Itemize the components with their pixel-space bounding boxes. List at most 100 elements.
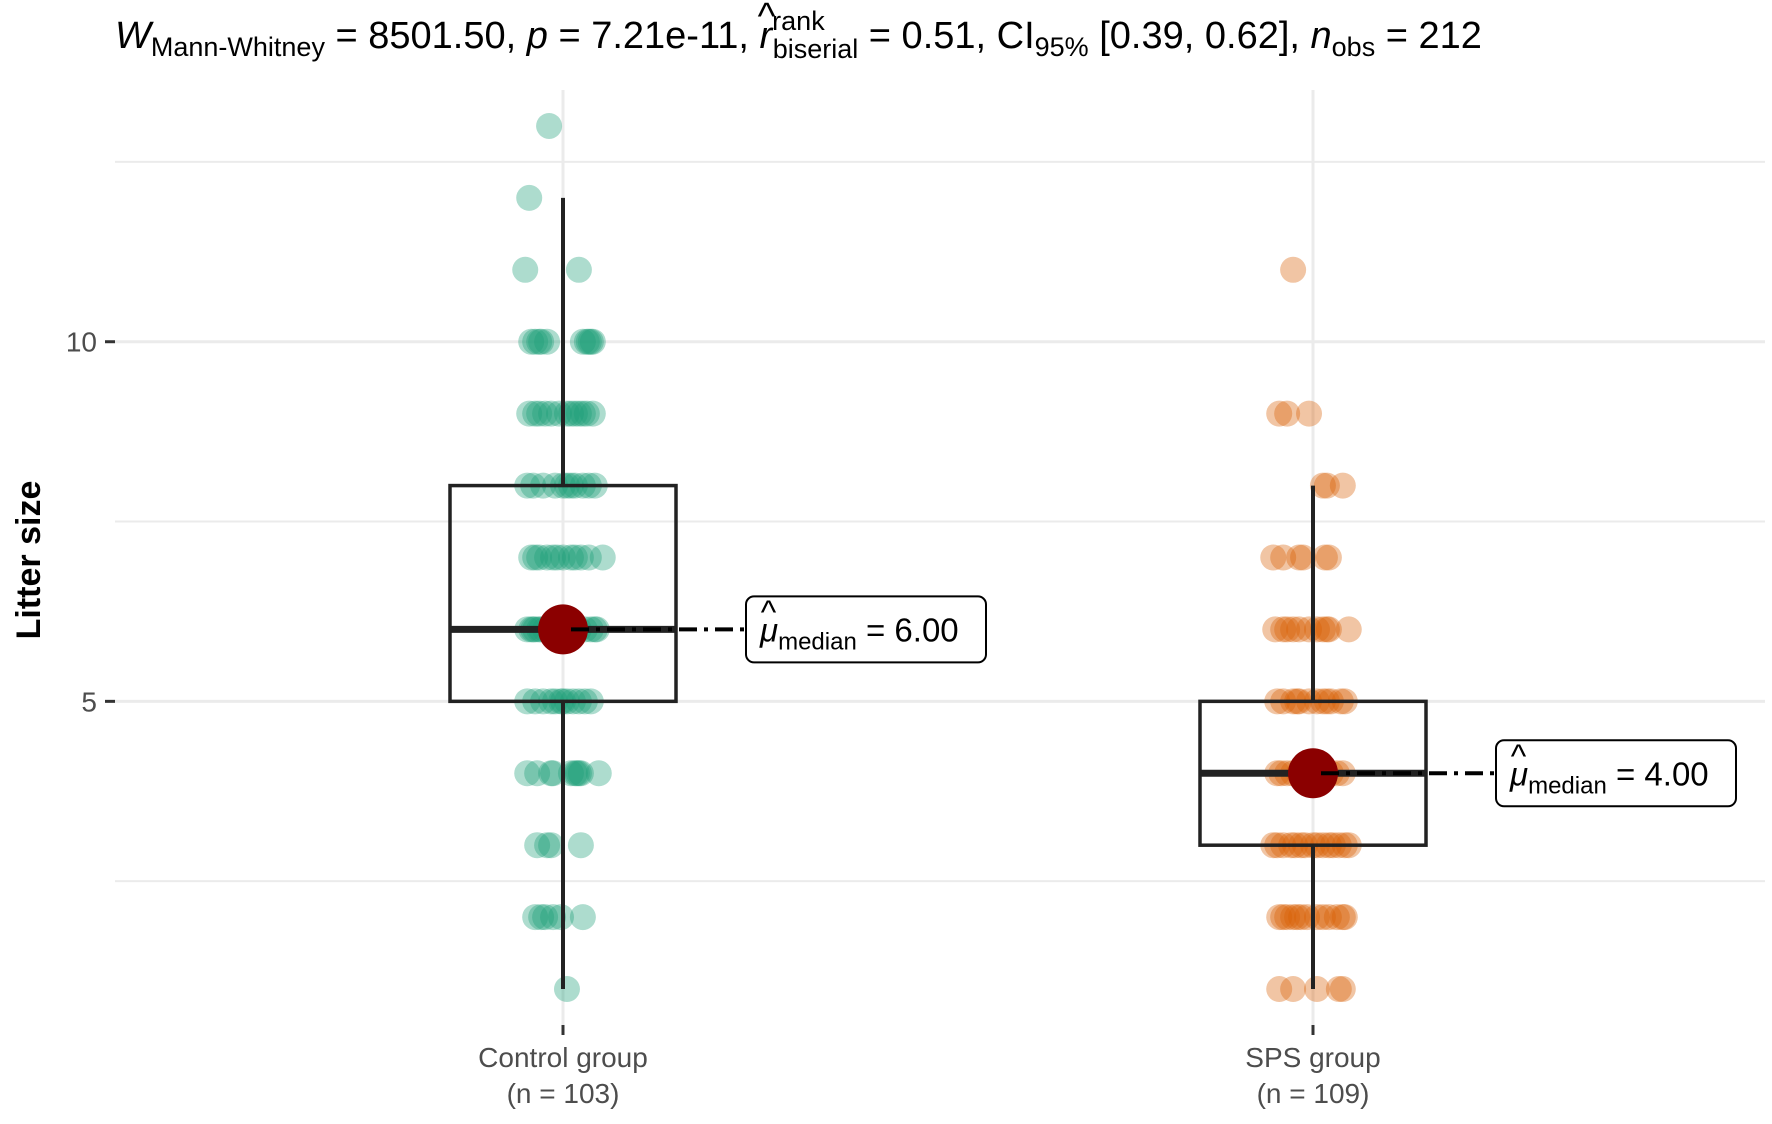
- data-point: [1313, 616, 1340, 643]
- median-label-mu: μ: [1509, 755, 1528, 792]
- data-point: [540, 904, 567, 931]
- data-point: [567, 544, 594, 571]
- data-point: [1286, 544, 1313, 571]
- data-point: [1266, 400, 1293, 427]
- data-point: [1335, 616, 1362, 643]
- boxplot-control: μmedian = 6.00^: [448, 197, 987, 990]
- data-point: [1274, 616, 1301, 643]
- data-point: [1309, 616, 1336, 643]
- data-point: [1280, 616, 1307, 643]
- data-point: [1262, 616, 1289, 643]
- data-point: [540, 760, 567, 787]
- data-point: [514, 760, 541, 787]
- data-point: [1260, 544, 1287, 571]
- data-point: [1288, 904, 1315, 931]
- data-point: [522, 328, 549, 355]
- title-r-value: = 0.51, CI: [858, 15, 1034, 57]
- data-point: [534, 544, 561, 571]
- title-n-value: = 212: [1375, 15, 1482, 57]
- data-point: [1290, 544, 1317, 571]
- title-n-symbol: n: [1311, 15, 1332, 57]
- data-point: [544, 544, 571, 571]
- data-point: [528, 904, 555, 931]
- median-label: μmedian = 6.00: [759, 611, 959, 655]
- data-point: [524, 832, 551, 859]
- x-tick-label-0: Control group: [478, 1042, 648, 1073]
- axes: 5 10 Control group (n = 103) SPS group (n = 1…: [66, 327, 1381, 1109]
- data-point: [536, 112, 563, 139]
- data-point: [561, 544, 588, 571]
- data-point: [1286, 616, 1313, 643]
- data-point: [1274, 400, 1301, 427]
- y-tick-label-10: 10: [66, 327, 97, 358]
- data-point: [534, 832, 561, 859]
- data-point: [1303, 616, 1330, 643]
- data-point: [575, 328, 602, 355]
- x-tick-count-0: (n = 103): [507, 1078, 620, 1109]
- data-point: [538, 760, 565, 787]
- y-tick-label-5: 5: [81, 686, 97, 717]
- data-point: [1313, 472, 1340, 499]
- median-point: [538, 604, 588, 655]
- title-ci-subscript: 95%: [1035, 32, 1089, 62]
- data-point: [1325, 976, 1352, 1003]
- data-point: [516, 400, 543, 427]
- data-point: [569, 328, 596, 355]
- data-point: [1311, 544, 1338, 571]
- gridlines: [115, 90, 1765, 1025]
- x-tick-count-1: (n = 109): [1257, 1078, 1370, 1109]
- data-point: [579, 328, 606, 355]
- data-point: [557, 544, 584, 571]
- data-point: [526, 400, 553, 427]
- title-n-subscript: obs: [1332, 32, 1376, 62]
- data-point: [569, 400, 596, 427]
- data-point: [585, 760, 612, 787]
- data-point: [1315, 904, 1342, 931]
- title-p-symbol: p: [526, 15, 548, 57]
- data-point: [1270, 904, 1297, 931]
- median-label-sub: median: [778, 628, 857, 655]
- data-point: [563, 760, 590, 787]
- data-point: [553, 976, 580, 1003]
- median-label-value: = 6.00: [857, 611, 959, 648]
- data-point: [567, 760, 594, 787]
- data-point: [565, 400, 592, 427]
- data-point: [540, 544, 567, 571]
- title-r-subscript: biserial: [773, 34, 859, 64]
- data-point: [1309, 472, 1336, 499]
- title-w-symbol: W: [115, 15, 154, 57]
- title-ci-value: [0.39, 0.62],: [1089, 15, 1311, 57]
- data-point: [1270, 544, 1297, 571]
- data-point: [561, 400, 588, 427]
- data-point: [532, 400, 559, 427]
- data-point: [577, 328, 604, 355]
- data-point: [589, 544, 616, 571]
- data-point: [1270, 616, 1297, 643]
- data-point: [1303, 904, 1330, 931]
- data-point: [532, 904, 559, 931]
- median-label-sub: median: [1528, 772, 1607, 799]
- data-point: [1329, 976, 1356, 1003]
- data-point: [1329, 472, 1356, 499]
- title-r-superscript: rank: [772, 6, 825, 36]
- box: [448, 483, 678, 704]
- median-label-box: [1495, 739, 1737, 808]
- data-point: [526, 328, 553, 355]
- data-point: [522, 904, 549, 931]
- data-point: [565, 760, 592, 787]
- data-point: [522, 400, 549, 427]
- data-point: [553, 400, 580, 427]
- data-point: [1274, 904, 1301, 931]
- title-r-symbol: r: [760, 15, 774, 57]
- median-label-value: = 4.00: [1607, 755, 1709, 792]
- data-point: [1280, 256, 1307, 283]
- data-point: [561, 760, 588, 787]
- data-point: [518, 328, 545, 355]
- median-label: μmedian = 4.00: [1509, 755, 1709, 799]
- data-point: [579, 400, 606, 427]
- data-point: [1284, 904, 1311, 931]
- data-point: [546, 400, 573, 427]
- median-label-hat: ^: [1511, 737, 1527, 774]
- data-point: [538, 832, 565, 859]
